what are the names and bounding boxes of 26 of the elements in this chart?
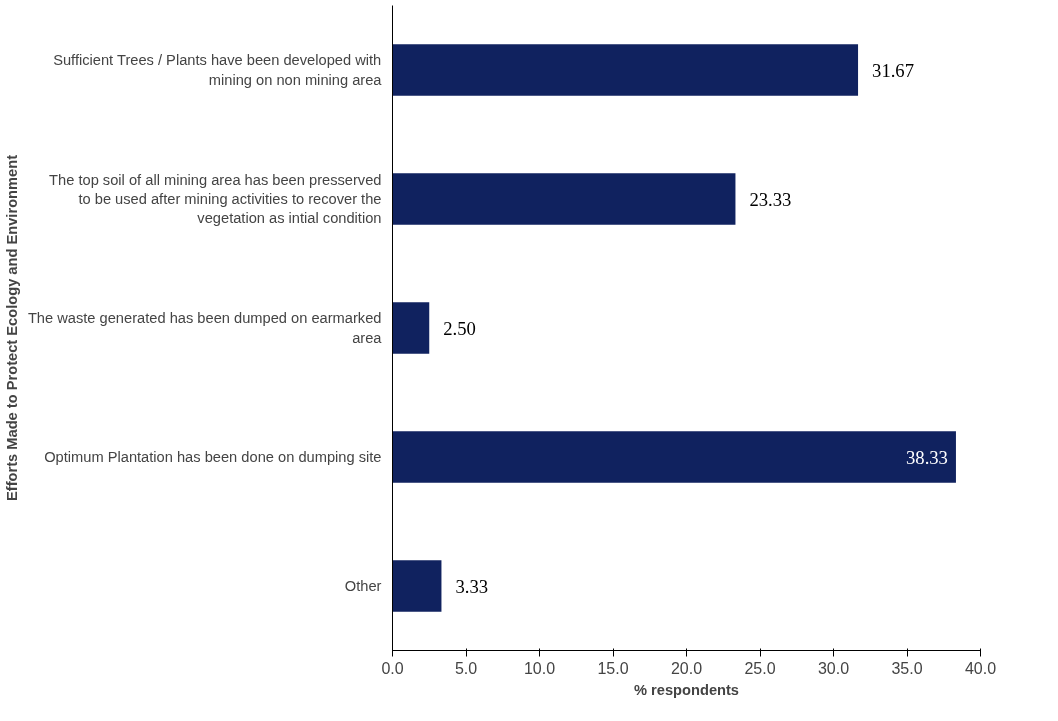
bar [392, 560, 442, 612]
data-label: 38.33 [905, 446, 948, 468]
x-tick-label: 20.0 [670, 659, 703, 677]
x-tick-label: 0.0 [381, 659, 404, 677]
data-label: 3.33 [455, 575, 489, 597]
y-tick-label: Sufficient Trees / Plants have been developed with mining on non mining area [53, 52, 383, 88]
x-tick-label: 35.0 [891, 659, 923, 677]
bar [392, 173, 736, 225]
bar [392, 44, 859, 96]
x-tick-label: 40.0 [964, 659, 997, 677]
data-label: 2.50 [443, 317, 476, 339]
bar [392, 302, 430, 354]
y-tick-label: The waste generated has been dumped on earmarked area [27, 310, 383, 346]
y-tick-label: The top soil of all mining area has been presserved to be used after mining activities to recover the vegetation as intial condition [49, 171, 382, 227]
x-tick-label: 15.0 [597, 659, 629, 677]
x-tick-label: 25.0 [744, 659, 776, 677]
x-tick-label: 5.0 [454, 659, 478, 677]
bar [392, 431, 956, 483]
data-label: 31.67 [872, 59, 915, 81]
y-tick-label: Optimum Plantation has been done on dumping site [44, 449, 382, 465]
y-tick-label: Other [344, 578, 382, 594]
data-label: 23.33 [749, 188, 792, 210]
y-axis-title: Efforts Made to Protect Ecology and Environment [3, 154, 20, 502]
x-tick-label: 30.0 [817, 659, 850, 677]
x-tick-label: 10.0 [523, 659, 556, 677]
x-axis-title: % respondents [633, 681, 740, 698]
